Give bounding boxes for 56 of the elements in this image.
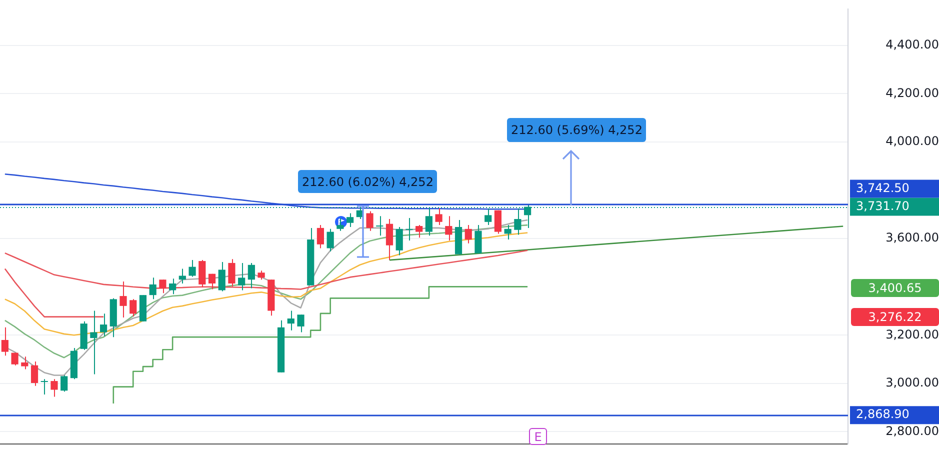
candlestick [297,314,304,333]
candlestick [198,260,206,288]
candlestick [228,258,236,287]
candlestick [504,224,512,240]
candlestick [386,218,394,261]
y-tick-label: 4,200.00 [886,86,939,100]
annotation: 212.60 (5.69%) 4,252 [507,118,646,142]
candlestick [366,210,374,232]
y-tick-label: 4,000.00 [886,134,939,148]
candlestick [445,216,452,242]
y-tick-label: 4,400.00 [886,38,939,52]
candlestick [130,298,137,318]
text: 3,276.22 [851,308,939,326]
candlestick [396,226,403,256]
candlestick [218,261,226,292]
candlestick [30,360,38,386]
ref-line-label: 3,742.50 [856,180,910,195]
candlestick [474,224,482,254]
annotation: E [529,428,547,445]
y-tick-label: 3,600.00 [886,230,939,245]
candlestick [100,313,108,337]
candlestick [484,208,492,226]
y-tick-label: 2,800.00 [886,424,939,438]
y-tick-label: 3,200.00 [886,327,939,342]
candlestick [316,224,324,249]
candlestick [287,310,294,331]
text: 3,400.65 [851,279,939,297]
candlestick [169,278,176,295]
candlestick [346,212,354,228]
candlestick [90,310,98,375]
candlestick [120,281,127,318]
annotation: 212.60 (6.02%) 4,252 [298,170,438,193]
candlestick [514,208,522,236]
candlestick [435,208,442,226]
candlestick [50,378,58,398]
candlestick [11,352,18,366]
candlestick [149,277,156,300]
candlestick [208,273,216,290]
candlestick [464,224,472,244]
candlestick [336,218,344,232]
candlestick [21,356,28,370]
candlestick [248,262,255,289]
candlestick [326,228,334,252]
candlestick [416,224,423,238]
ref-line-label: 3,731.70 [856,198,910,213]
ref-line-label: 2,868.90 [856,407,910,422]
candlestick [1,326,8,356]
candlestick [40,378,48,396]
candlestick [494,210,502,234]
candlestick [60,374,68,392]
candlestick [406,218,413,242]
y-tick-label: 3,000.00 [886,376,939,390]
candlestick [188,260,196,278]
candlestick [376,216,384,236]
candlestick [238,262,246,291]
candlestick [159,279,166,294]
